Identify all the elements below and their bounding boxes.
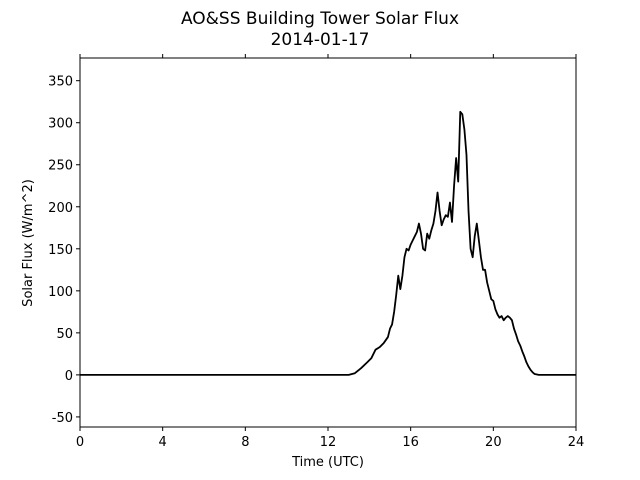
y-axis: -50 0 50 100 150 200 250 300 350 [48,75,80,426]
x-axis-label: Time (UTC) [291,455,364,470]
y-tick-label: 100 [48,285,73,300]
chart-title: AO&SS Building Tower Solar Flux [181,9,459,29]
x-tick-label: 24 [568,435,585,450]
series-line-0 [80,110,576,376]
y-tick-label: 300 [48,117,73,132]
y-axis-label: Solar Flux (W/m^2) [21,179,36,307]
y-tick-label: 350 [48,75,73,90]
x-tick-label: 12 [320,435,337,450]
x-tick-label: 16 [402,435,419,450]
y-tick-label: -50 [52,411,73,426]
y-tick-label: 150 [48,243,73,258]
y-tick-label: 0 [65,369,73,384]
x-tick-label: 20 [485,435,502,450]
chart-subtitle: 2014-01-17 [271,30,370,50]
x-tick-label: 4 [159,435,167,450]
line-layer [80,110,576,376]
y-tick-label: 250 [48,159,73,174]
x-tick-label: 8 [241,435,249,450]
x-tick-label: 0 [76,435,84,450]
y-tick-label: 50 [56,327,73,342]
y-tick-label: 200 [48,201,73,216]
x-axis: 0 4 8 12 16 20 24 [76,54,584,450]
